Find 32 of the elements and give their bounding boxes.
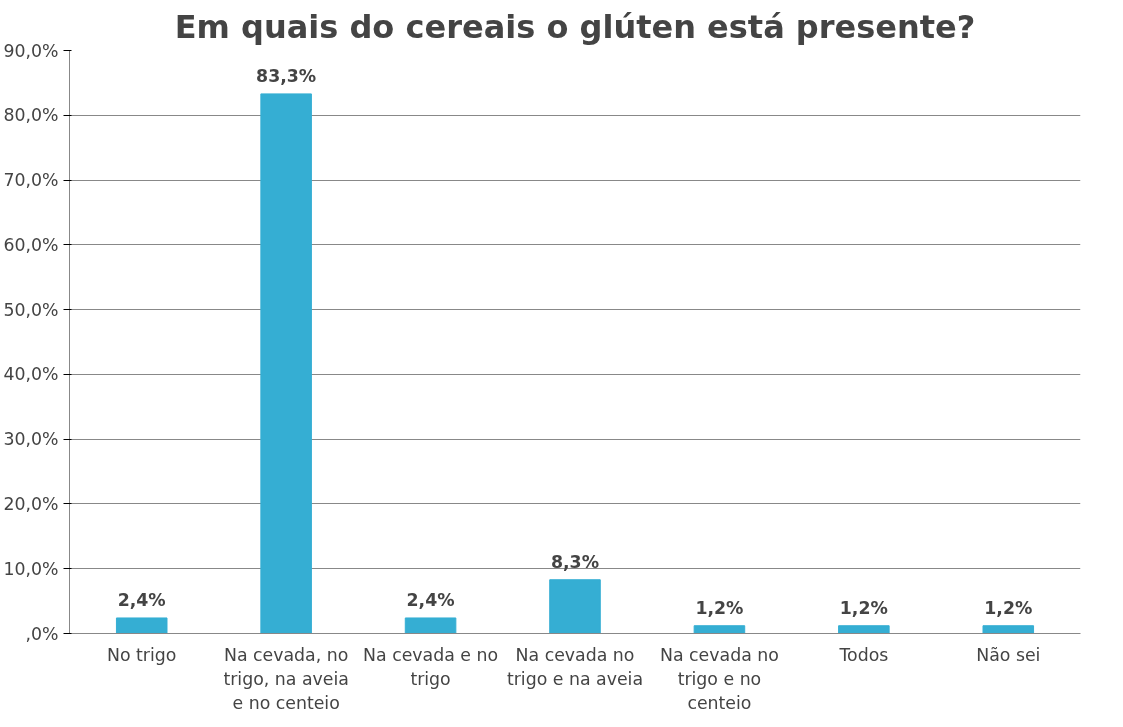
y-tick-label: 10,0% xyxy=(3,558,59,579)
x-tick-label: Na cevada no trigo e no centeio xyxy=(660,644,779,713)
y-tick-label: ,0% xyxy=(25,623,59,644)
data-label: 83,3% xyxy=(256,65,317,86)
y-tick-label: 40,0% xyxy=(3,364,59,385)
bar xyxy=(838,625,890,634)
y-tick-label: 20,0% xyxy=(3,493,59,514)
bar xyxy=(982,625,1035,634)
bar xyxy=(115,617,168,634)
data-label: 1,2% xyxy=(984,597,1033,618)
x-tick-label: Na cevada e no trigo xyxy=(363,644,499,689)
data-label: 2,4% xyxy=(406,589,455,610)
x-tick-label: Não sei xyxy=(976,644,1041,665)
y-tick-label: 30,0% xyxy=(3,429,59,450)
x-tick-label: Na cevada, no trigo, na aveia e no centeio xyxy=(223,644,349,713)
x-tick-label: Todos xyxy=(838,644,889,665)
data-label: 1,2% xyxy=(695,597,744,618)
bar xyxy=(404,617,457,634)
x-tick-label: Na cevada no trigo e na aveia xyxy=(506,644,644,689)
bar xyxy=(260,93,312,634)
y-tick-label: 70,0% xyxy=(3,170,59,191)
bar xyxy=(549,579,601,634)
y-tick-label: 90,0% xyxy=(3,40,59,61)
y-tick-label: 60,0% xyxy=(3,234,59,255)
y-tick-label: 50,0% xyxy=(3,299,59,320)
data-label: 8,3% xyxy=(550,551,600,572)
bar xyxy=(693,625,746,634)
data-label: 2,4% xyxy=(117,589,166,610)
chart-title: Em quais do cereais o glúten está presente? xyxy=(174,7,976,46)
data-label: 1,2% xyxy=(839,597,888,618)
y-tick-label: 80,0% xyxy=(3,105,59,126)
x-tick-label: No trigo xyxy=(107,644,177,665)
